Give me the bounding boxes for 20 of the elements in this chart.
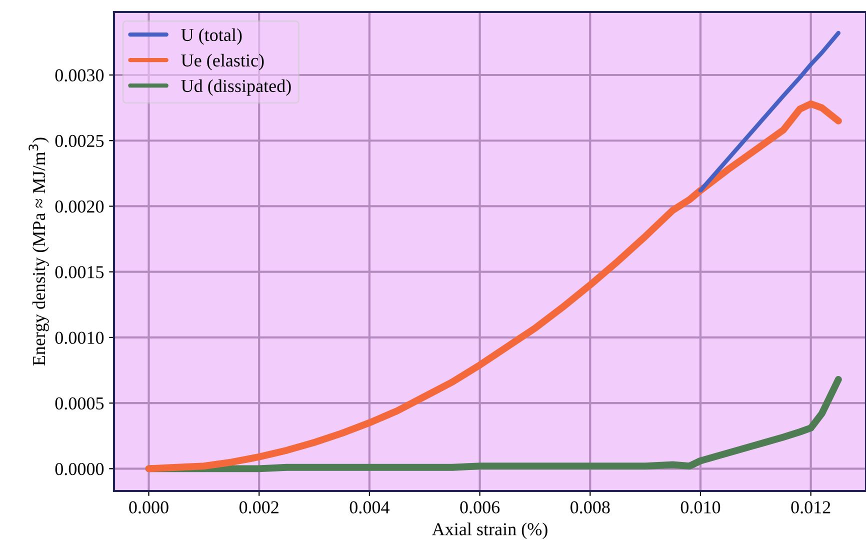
y-axis-title: Energy density (MPa ≈ MJ/m$^{3}$)	[28, 138, 49, 366]
y-tick-label: 0.0000	[55, 462, 104, 476]
x-tick-label: 0.010	[680, 501, 720, 514]
x-tick-label: 0.002	[239, 501, 278, 514]
legend-label: U (total)	[181, 28, 242, 45]
y-tick-label: 0.0005	[55, 397, 104, 410]
y-tick-label: 0.0010	[55, 332, 104, 344]
legend-label: Ue (elastic)	[181, 54, 264, 70]
line-series	[698, 30, 840, 193]
x-tick-label: 0.000	[129, 501, 168, 514]
x-tick-label: 0.006	[460, 501, 500, 514]
y-tick-label: 0.0015	[55, 266, 104, 278]
y-tick-label: 0.0020	[55, 200, 104, 213]
x-axis-title: Axial strain (%)	[432, 522, 548, 540]
x-tick-label: 0.012	[791, 501, 830, 514]
y-tick-label: 0.0030	[55, 69, 104, 82]
x-tick-label: 0.004	[350, 501, 390, 514]
legend-label: Ud (dissipated)	[181, 79, 291, 96]
y-tick-label: 0.0025	[55, 134, 104, 148]
x-tick-label: 0.008	[570, 501, 610, 514]
